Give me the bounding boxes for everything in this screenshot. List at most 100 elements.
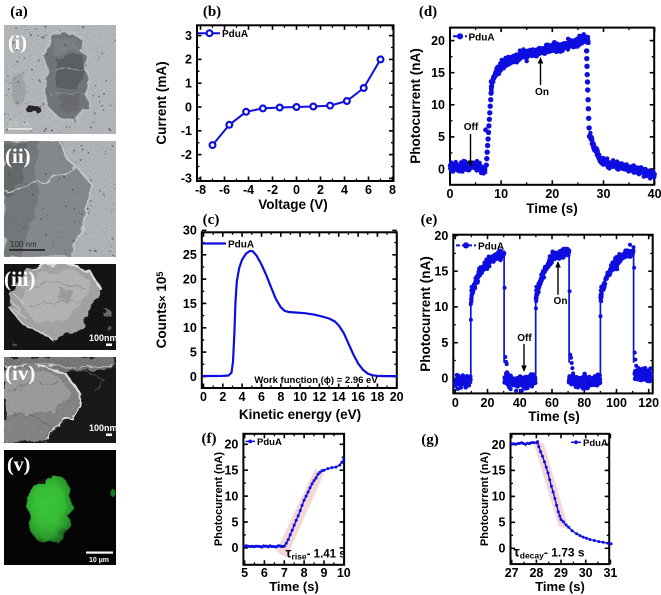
svg-text:Voltage (V): Voltage (V) — [258, 197, 328, 212]
svg-text:15: 15 — [183, 297, 197, 311]
svg-text:20: 20 — [492, 438, 506, 452]
svg-text:100 nm: 100 nm — [10, 240, 37, 249]
svg-text:60: 60 — [545, 396, 559, 410]
svg-text:20: 20 — [183, 272, 197, 286]
svg-text:31: 31 — [603, 566, 617, 580]
svg-text:Photocurrent (nA): Photocurrent (nA) — [479, 452, 491, 546]
svg-text:Work function (ϕ) = 2.96 eV: Work function (ϕ) = 2.96 eV — [254, 375, 378, 386]
svg-text:2: 2 — [219, 390, 226, 404]
svg-text:Off: Off — [464, 122, 479, 133]
svg-text:0: 0 — [447, 187, 454, 201]
svg-text:4: 4 — [341, 183, 348, 197]
svg-text:-3: -3 — [181, 172, 192, 186]
svg-text:Time (s): Time (s) — [269, 579, 319, 594]
svg-text:30: 30 — [597, 187, 611, 201]
svg-text:6: 6 — [261, 566, 268, 580]
svg-text:1: 1 — [185, 77, 192, 91]
svg-text:Kinetic energy (eV): Kinetic energy (eV) — [239, 407, 361, 422]
svg-text:(e): (e) — [421, 212, 438, 228]
svg-text:(i): (i) — [8, 32, 27, 54]
svg-text:9: 9 — [321, 566, 328, 580]
svg-text:5: 5 — [190, 345, 197, 359]
svg-text:PduA: PduA — [228, 240, 254, 251]
svg-text:τdecay- 1.73 s: τdecay- 1.73 s — [514, 544, 585, 561]
svg-text:τrise- 1.41 s: τrise- 1.41 s — [286, 546, 346, 562]
svg-text:-8: -8 — [195, 183, 206, 197]
svg-text:30: 30 — [579, 566, 593, 580]
svg-text:6: 6 — [365, 183, 372, 197]
svg-text:100: 100 — [606, 396, 627, 410]
svg-text:20: 20 — [481, 396, 495, 410]
svg-text:8: 8 — [277, 390, 284, 404]
svg-text:0.5 µm: 0.5 µm — [9, 122, 31, 129]
svg-text:25: 25 — [183, 248, 197, 262]
svg-text:2: 2 — [185, 53, 192, 67]
svg-text:-2: -2 — [267, 183, 278, 197]
svg-text:(v): (v) — [7, 454, 30, 476]
svg-text:12: 12 — [312, 390, 326, 404]
svg-text:15: 15 — [492, 464, 506, 478]
svg-text:Photocurrent (nA): Photocurrent (nA) — [408, 48, 423, 164]
svg-text:Photocurrent (nA): Photocurrent (nA) — [213, 452, 225, 546]
svg-text:20: 20 — [390, 390, 404, 404]
svg-text:0: 0 — [190, 370, 197, 384]
svg-text:0: 0 — [231, 541, 238, 555]
svg-text:15: 15 — [431, 66, 445, 80]
svg-text:14: 14 — [332, 390, 346, 404]
svg-text:29: 29 — [554, 566, 568, 580]
svg-text:Time (s): Time (s) — [535, 579, 585, 594]
svg-text:20: 20 — [545, 187, 559, 201]
svg-text:PduA: PduA — [222, 29, 248, 40]
svg-text:(iii): (iii) — [4, 267, 36, 291]
svg-text:-4: -4 — [243, 183, 254, 197]
svg-text:8: 8 — [301, 566, 308, 580]
svg-text:3: 3 — [185, 29, 192, 43]
svg-text:10: 10 — [293, 390, 307, 404]
svg-text:5: 5 — [499, 516, 506, 530]
svg-text:10: 10 — [337, 566, 351, 580]
svg-text:6: 6 — [258, 390, 265, 404]
svg-text:5: 5 — [241, 566, 248, 580]
svg-text:40: 40 — [648, 187, 661, 201]
svg-text:5: 5 — [438, 130, 445, 144]
svg-text:Current (mA): Current (mA) — [154, 61, 169, 144]
svg-text:-2: -2 — [181, 148, 192, 162]
svg-text:20: 20 — [434, 229, 448, 243]
svg-text:(d): (d) — [419, 4, 437, 20]
svg-text:Off: Off — [517, 333, 532, 344]
svg-text:4: 4 — [239, 390, 246, 404]
svg-text:(g): (g) — [421, 432, 439, 448]
svg-text:40: 40 — [513, 396, 527, 410]
svg-text:PduA: PduA — [257, 437, 282, 448]
svg-text:(c): (c) — [203, 212, 220, 228]
svg-text:18: 18 — [370, 390, 384, 404]
svg-text:20: 20 — [431, 34, 445, 48]
svg-text:28: 28 — [529, 566, 543, 580]
svg-text:PduA: PduA — [478, 241, 504, 252]
svg-text:15: 15 — [434, 265, 448, 279]
svg-text:10: 10 — [434, 300, 448, 314]
svg-text:0: 0 — [185, 100, 192, 114]
svg-text:10 µm: 10 µm — [89, 557, 109, 564]
svg-text:(ii): (ii) — [5, 144, 31, 168]
svg-text:(b): (b) — [203, 4, 221, 20]
svg-text:0: 0 — [200, 390, 207, 404]
svg-text:10: 10 — [494, 187, 508, 201]
svg-text:5: 5 — [231, 515, 238, 529]
svg-text:10: 10 — [183, 321, 197, 335]
svg-text:80: 80 — [577, 396, 591, 410]
svg-text:120: 120 — [638, 396, 659, 410]
svg-text:10: 10 — [224, 489, 238, 503]
svg-text:Time (s): Time (s) — [526, 201, 578, 216]
svg-text:0: 0 — [499, 542, 506, 556]
svg-text:100nm: 100nm — [89, 423, 118, 433]
svg-text:7: 7 — [281, 566, 288, 580]
svg-text:10: 10 — [492, 490, 506, 504]
svg-text:16: 16 — [351, 390, 365, 404]
svg-text:0: 0 — [452, 396, 459, 410]
svg-text:20: 20 — [224, 438, 238, 452]
svg-text:Time (s): Time (s) — [528, 409, 580, 424]
svg-text:On: On — [535, 87, 549, 98]
svg-text:30: 30 — [183, 224, 197, 238]
svg-text:15: 15 — [224, 464, 238, 478]
